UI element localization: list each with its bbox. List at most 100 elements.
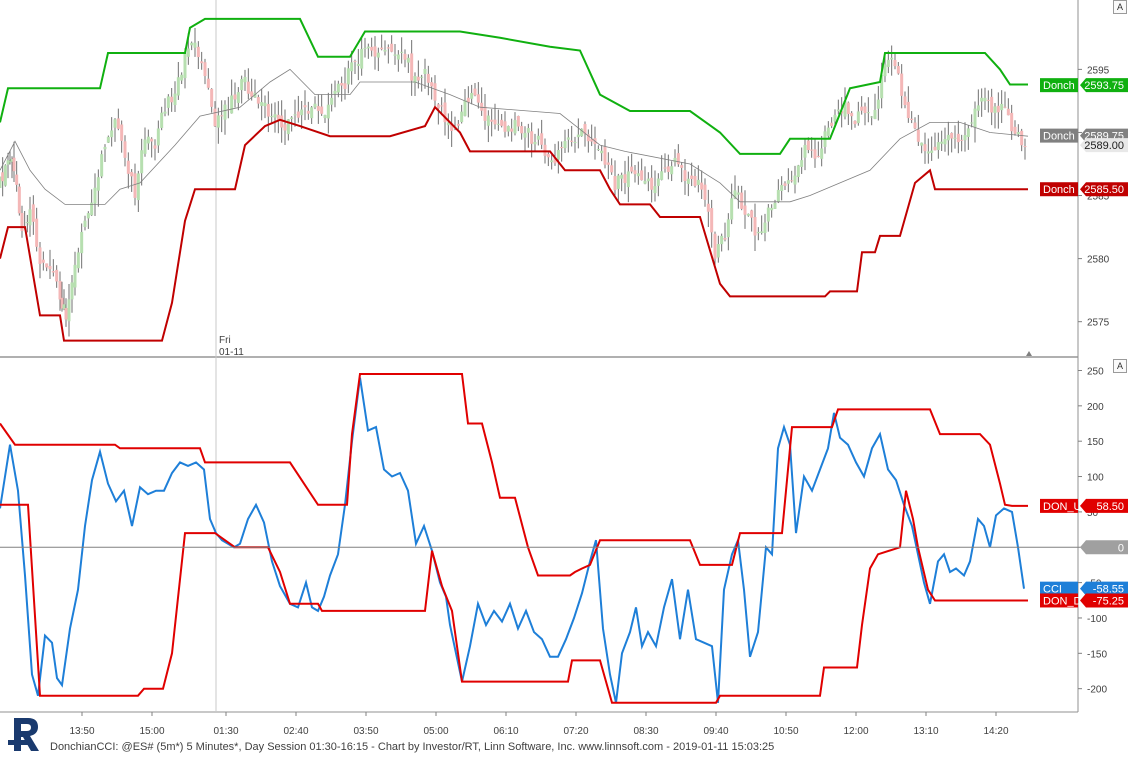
- up-candle: [67, 299, 71, 322]
- down-candle: [490, 119, 494, 122]
- down-candle: [693, 176, 697, 186]
- down-candle: [410, 53, 414, 81]
- cci-tick-label: -100: [1087, 614, 1107, 625]
- down-candle: [503, 121, 507, 132]
- up-candle: [730, 198, 734, 220]
- down-candle: [1006, 108, 1010, 116]
- down-candle: [676, 153, 680, 165]
- cci-tag-3-value: -75.25: [1093, 595, 1124, 607]
- down-candle: [633, 170, 637, 175]
- down-candle: [813, 149, 817, 159]
- up-candle: [786, 180, 790, 184]
- up-candle: [670, 166, 674, 175]
- cci-tag-2-name-bg: [1040, 581, 1078, 596]
- down-candle: [256, 97, 260, 104]
- down-candle: [55, 269, 59, 282]
- down-candle: [910, 118, 914, 121]
- cci-tag-3-name: DON_D: [1043, 595, 1082, 607]
- up-candle: [773, 202, 777, 209]
- down-candle: [986, 99, 990, 101]
- donchian-mid-line: [0, 68, 1029, 205]
- up-candle: [290, 117, 294, 119]
- time-tick-label: 01:30: [213, 726, 238, 737]
- session-date-label: 01-11: [219, 347, 244, 358]
- up-candle: [550, 160, 554, 163]
- up-candle: [983, 97, 987, 102]
- up-candle: [28, 209, 32, 226]
- price-tag-3-value: 2585.50: [1084, 184, 1124, 196]
- price-tag-1-name-bg: [1040, 128, 1078, 143]
- up-candle: [843, 100, 847, 117]
- cci-tag-3-name-bg: [1040, 593, 1078, 608]
- down-candle: [60, 297, 64, 309]
- time-tick-label: 03:50: [353, 726, 378, 737]
- up-candle: [243, 77, 247, 83]
- price-tick-label: 2580: [1087, 255, 1110, 266]
- down-candle: [753, 217, 757, 236]
- up-candle: [400, 51, 404, 53]
- down-candle: [433, 83, 437, 101]
- down-candle: [663, 167, 667, 169]
- down-candle: [196, 46, 200, 58]
- down-candle: [250, 91, 254, 97]
- down-candle: [706, 203, 710, 212]
- down-candle: [700, 182, 704, 190]
- up-candle: [396, 54, 400, 60]
- up-candle: [460, 111, 464, 123]
- up-candle: [523, 132, 527, 138]
- up-candle: [273, 114, 277, 118]
- down-candle: [170, 96, 174, 103]
- up-candle: [376, 52, 380, 58]
- up-candle: [310, 107, 314, 119]
- time-tick-label: 12:00: [843, 726, 868, 737]
- cci-autoscale-button[interactable]: A: [1113, 359, 1127, 373]
- up-candle: [556, 150, 560, 160]
- up-candle: [420, 76, 424, 78]
- down-candle: [203, 62, 207, 77]
- down-candle: [913, 122, 917, 129]
- up-candle: [113, 119, 117, 128]
- down-candle: [353, 60, 357, 62]
- up-candle: [183, 52, 187, 79]
- up-candle: [793, 175, 797, 185]
- up-candle: [746, 213, 750, 216]
- up-candle: [826, 127, 830, 136]
- down-candle: [373, 46, 377, 57]
- up-candle: [186, 48, 190, 57]
- cci-tick-label: 150: [1087, 437, 1104, 448]
- down-candle: [710, 208, 714, 233]
- up-candle: [6, 160, 10, 165]
- cci-tag-1-value: 0: [1118, 542, 1124, 554]
- down-candle: [466, 97, 470, 103]
- scroll-marker-icon[interactable]: [1026, 351, 1032, 356]
- cci-lines: [0, 373, 1028, 704]
- down-candle: [990, 96, 994, 113]
- up-candle: [803, 144, 807, 158]
- cci-tag-0-name: DON_U: [1043, 501, 1082, 513]
- up-candle: [763, 222, 767, 233]
- up-candle: [636, 173, 640, 177]
- down-candle: [403, 53, 407, 60]
- up-candle: [770, 207, 774, 211]
- up-candle: [96, 177, 100, 191]
- up-candle: [756, 231, 760, 234]
- down-candle: [450, 123, 454, 131]
- price-autoscale-button[interactable]: A: [1113, 0, 1127, 14]
- price-tag-0: Donch 2593.75: [1040, 78, 1128, 93]
- up-candle: [653, 186, 657, 194]
- up-candle: [886, 59, 890, 67]
- down-candle: [623, 174, 627, 183]
- up-candle: [506, 126, 510, 132]
- time-tick-label: 06:10: [493, 726, 518, 737]
- up-candle: [580, 128, 584, 137]
- up-candle: [260, 102, 264, 106]
- up-candle: [240, 79, 244, 91]
- cci-tag-2-value-bg: [1080, 581, 1128, 596]
- down-candle: [150, 138, 154, 142]
- up-candle: [326, 104, 330, 119]
- cci-cci-line: [0, 377, 1025, 704]
- price-tag-0-name: Donch: [1043, 80, 1075, 92]
- cci-value-tags: DON_U 58.50 0 CCI -58.55 DON_D -75.25: [1040, 498, 1128, 608]
- chart-footer-caption: DonchianCCI: @ES# (5m*) 5 Minutes*, Day …: [50, 741, 775, 753]
